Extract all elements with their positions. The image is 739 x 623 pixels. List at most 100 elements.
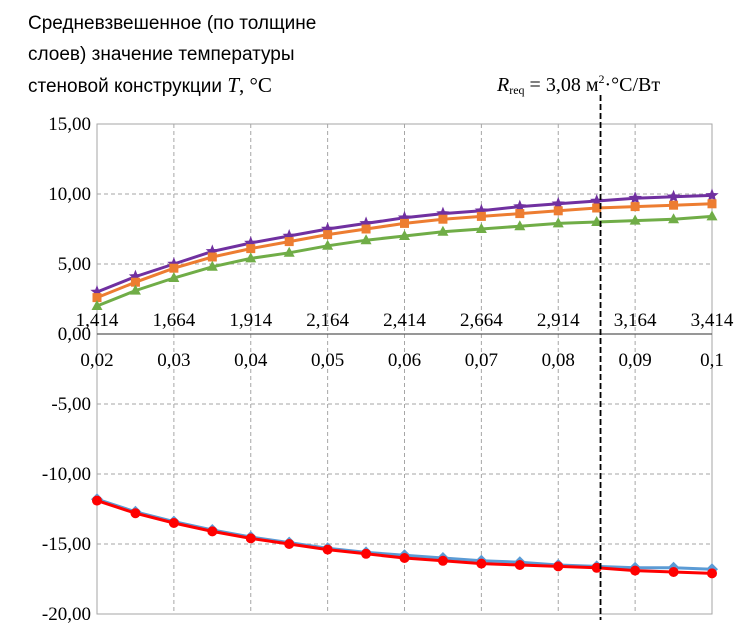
chart-title-symbol: T — [227, 73, 239, 97]
data-point — [630, 565, 641, 576]
x-tick-label: 0,02 — [80, 350, 113, 371]
data-point — [92, 495, 102, 506]
data-point — [669, 200, 679, 210]
x2-tick-label: 1,414 — [76, 310, 119, 331]
data-point — [130, 277, 140, 287]
data-point — [361, 548, 372, 559]
data-point — [592, 203, 602, 213]
data-point — [245, 533, 256, 544]
x-tick-label: 0,08 — [542, 350, 575, 371]
data-point — [553, 561, 564, 572]
data-point — [552, 217, 564, 228]
data-point — [360, 234, 372, 245]
data-point — [397, 210, 412, 224]
chart-title-unit: , °С — [239, 73, 272, 97]
data-point — [92, 293, 102, 303]
data-point — [169, 263, 179, 273]
data-point — [591, 216, 603, 226]
data-point — [666, 189, 681, 203]
r-subscript: req — [509, 83, 525, 97]
data-point — [707, 199, 717, 209]
data-point — [244, 236, 258, 249]
data-point — [590, 194, 604, 207]
data-point — [400, 218, 409, 228]
data-point — [399, 230, 410, 240]
chart-title: Средневзвешенное (по толщине слоев) знач… — [28, 8, 448, 102]
data-point — [476, 211, 486, 221]
data-point — [282, 229, 296, 242]
data-point — [515, 209, 525, 219]
y-tick-label: -20,00 — [42, 604, 91, 623]
x-tick-label: 0,07 — [465, 350, 498, 371]
data-point — [705, 188, 719, 202]
data-point — [630, 202, 640, 212]
r-req-annotation: Rreq = 3,08 м2·°С/Вт — [497, 72, 660, 98]
data-point — [322, 239, 334, 250]
data-point — [475, 223, 487, 233]
x-tick-label: 0,1 — [700, 350, 724, 371]
data-point — [514, 560, 525, 570]
data-point — [629, 214, 641, 225]
y-tick-label: 0,00 — [58, 324, 91, 345]
data-point — [91, 300, 103, 310]
data-point — [323, 230, 333, 240]
y-tick-label: -15,00 — [42, 534, 91, 555]
x2-tick-label: 3,164 — [614, 310, 657, 331]
chart-title-line-3: стеновой конструкции T, °С — [28, 70, 448, 102]
data-point — [591, 562, 602, 573]
data-point — [130, 508, 141, 519]
data-point — [361, 224, 371, 234]
data-point — [437, 555, 448, 566]
x2-tick-label: 3,414 — [691, 310, 734, 331]
y-tick-label: 15,00 — [48, 114, 91, 135]
data-point — [283, 246, 295, 257]
x2-tick-label: 2,664 — [460, 310, 503, 331]
data-point — [206, 260, 218, 271]
data-point — [359, 216, 373, 230]
data-point — [476, 558, 487, 569]
y-tick-label: -10,00 — [42, 464, 91, 485]
data-point — [168, 272, 180, 282]
data-point — [246, 244, 256, 254]
x-tick-label: 0,03 — [157, 350, 190, 371]
data-point — [320, 222, 335, 235]
data-point — [284, 237, 294, 247]
data-point — [90, 285, 104, 298]
x2-tick-label: 2,164 — [306, 310, 349, 331]
data-point — [399, 553, 410, 563]
data-point — [168, 518, 179, 528]
plot-border — [96, 123, 713, 615]
r-unit-text: ·°С/Вт — [604, 74, 661, 96]
data-point — [167, 257, 181, 270]
r-unit-sup: 2 — [598, 72, 605, 86]
data-point — [437, 225, 449, 236]
y-tick-label: 5,00 — [58, 254, 91, 275]
data-point — [438, 214, 448, 224]
data-point — [207, 526, 218, 537]
x-tick-label: 0,04 — [234, 350, 268, 371]
chart-title-text: стеновой конструкции — [28, 76, 223, 97]
data-point — [207, 252, 217, 262]
data-point — [284, 539, 295, 549]
data-point — [129, 284, 141, 295]
r-symbol: R — [497, 74, 510, 96]
x-tick-label: 0,09 — [619, 350, 652, 371]
data-point — [128, 269, 143, 283]
data-point — [668, 213, 680, 224]
data-point — [706, 210, 718, 221]
x2-tick-label: 2,914 — [537, 310, 580, 331]
data-point — [245, 252, 257, 263]
x2-tick-label: 2,414 — [383, 310, 426, 331]
data-point — [628, 191, 642, 204]
x-tick-label: 0,06 — [388, 350, 421, 371]
data-point — [553, 206, 563, 216]
x2-tick-label: 1,914 — [229, 310, 272, 331]
y-tick-label: 10,00 — [48, 184, 91, 205]
data-point — [551, 196, 565, 210]
x-tick-label: 0,05 — [311, 350, 344, 371]
chart-title-line-2: слоев) значение температуры — [28, 44, 295, 65]
y-tick-label: -5,00 — [51, 394, 91, 415]
data-point — [205, 244, 219, 258]
chart-title-line-1: Средневзвешенное (по толщине — [28, 13, 317, 34]
